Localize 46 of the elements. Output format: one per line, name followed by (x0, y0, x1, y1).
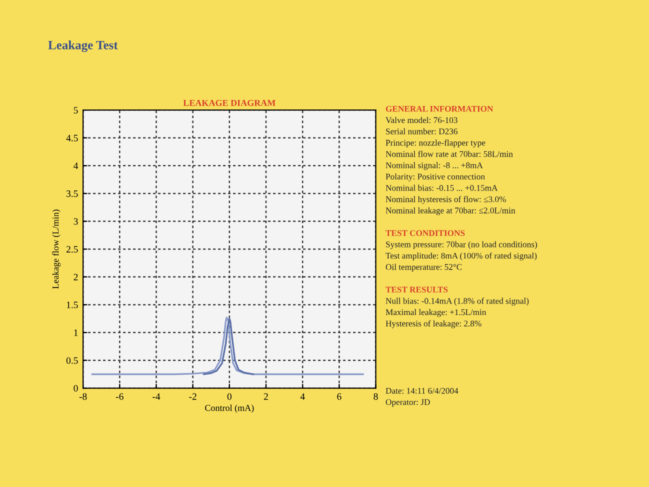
y-tick-label: 3.5 (66, 190, 78, 197)
chart-title: LEAKAGE DIAGRAM (183, 100, 276, 106)
text: Polarity: Positive connection (386, 173, 485, 182)
y-axis-title: Leakage flow (L/min) (52, 210, 61, 289)
x-tick-label: -4 (152, 393, 160, 400)
text: Nominal flow rate at 70bar: 58L/min (386, 150, 513, 157)
text: Maximal leakage: +1.5L/min (386, 309, 486, 317)
x-tick-label: -2 (189, 393, 196, 400)
y-tick-label: 2 (74, 274, 78, 280)
text: Date: 14:11 6/4/2004 (386, 388, 458, 394)
y-tick-label: 2.5 (66, 246, 78, 253)
text: GENERAL INFORMATION (386, 106, 494, 112)
text: Hysteresis of leakage: 2.8% (386, 320, 482, 328)
x-axis-title: Control (mA) (205, 404, 254, 413)
x-tick-label: -8 (79, 393, 87, 400)
x-tick-label: 6 (337, 393, 342, 400)
x-tick-label: 8 (374, 393, 378, 400)
text: Nominal leakage at 70bar: ≤2.0L/min (386, 207, 516, 216)
text: TEST RESULTS (386, 286, 448, 293)
text: Valve model: 76-103 (386, 116, 458, 124)
y-tick-label: 0 (74, 385, 78, 392)
text: Operator: JD (386, 399, 430, 407)
y-tick-label: 3 (74, 218, 78, 225)
text: Leakage Test (48, 40, 118, 52)
y-tick-label: 1 (74, 329, 78, 336)
y-tick-label: 4.5 (66, 134, 78, 142)
x-tick-label: 2 (264, 393, 268, 400)
x-tick-label: -6 (116, 393, 124, 400)
y-tick-label: 0.5 (66, 357, 78, 364)
text: Oil temperature: 52°C (386, 264, 462, 272)
y-tick-label: 1.5 (66, 302, 78, 308)
text: Principe: nozzle-flapper type (386, 140, 486, 148)
line-series (91, 316, 364, 376)
text: Test amplitude: 8mA (100% of rated signal) (386, 252, 537, 260)
y-tick-label: 4 (74, 162, 78, 170)
text: Serial number: D236 (386, 128, 458, 134)
line-series (202, 318, 254, 376)
x-tick-label: 0 (227, 393, 232, 400)
y-tick-label: 5 (74, 107, 78, 114)
text: Nominal bias: -0.15 ... +0.15mA (386, 184, 498, 191)
text: Null bias: -0.14mA (1.8% of rated signal) (386, 298, 529, 306)
text: Nominal signal: -8 ... +8mA (386, 162, 483, 170)
x-tick-label: 4 (300, 393, 305, 400)
text: TEST CONDITIONS (386, 230, 465, 236)
text: Nominal hysteresis of flow: ≤3.0% (386, 196, 506, 204)
text: System pressure: 70bar (no load conditions) (386, 241, 537, 250)
